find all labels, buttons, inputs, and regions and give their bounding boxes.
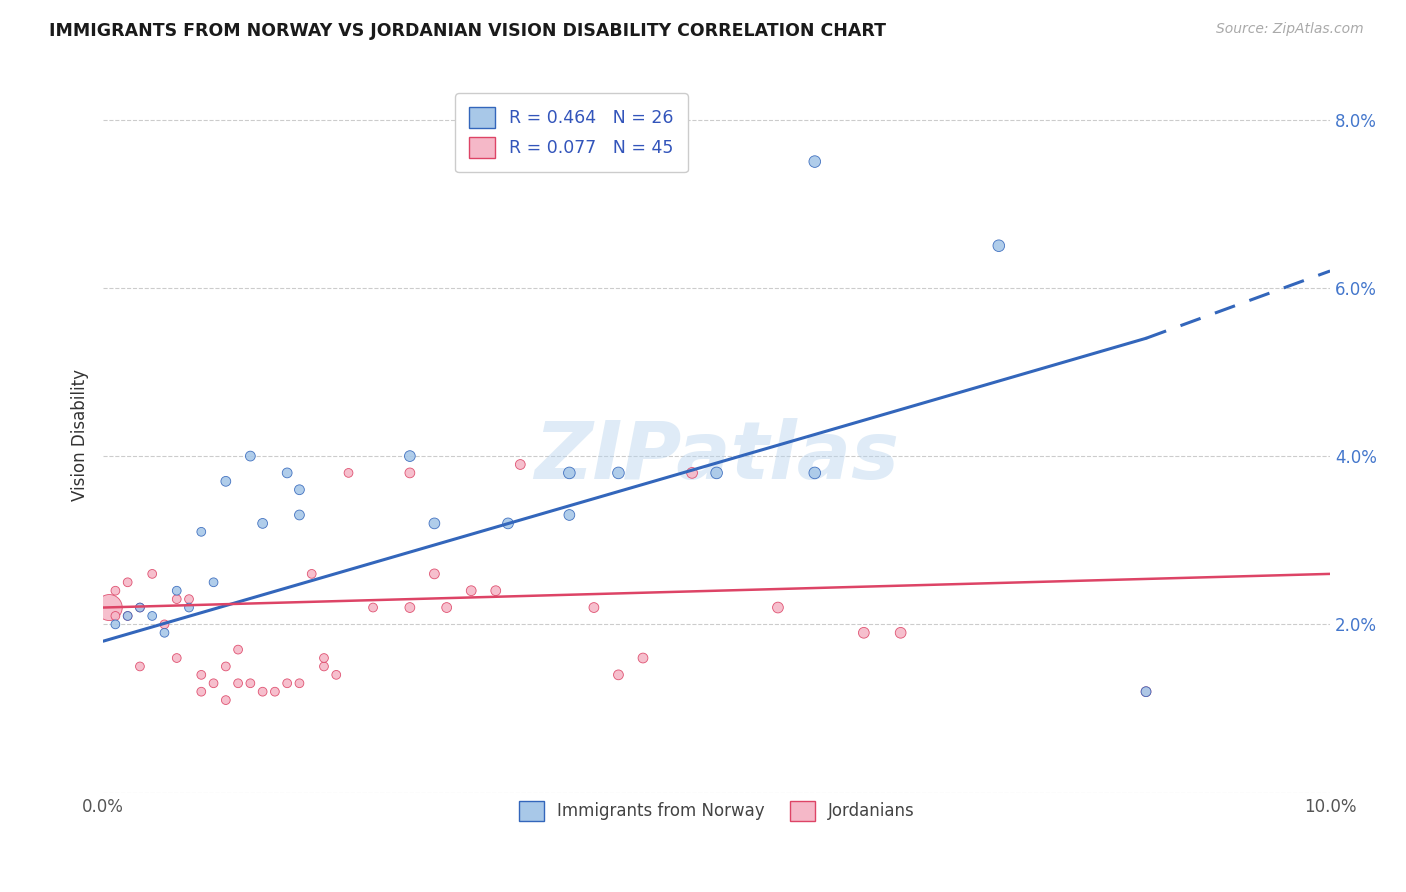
Point (104, 609, 127, 624)
Point (288, 676, 311, 690)
Point (104, 583, 127, 598)
Point (890, 625, 912, 640)
Point (226, 676, 249, 690)
Point (129, 600, 152, 615)
Point (337, 466, 360, 480)
Point (485, 583, 508, 598)
Point (153, 625, 176, 640)
Y-axis label: Vision Disability: Vision Disability (72, 369, 89, 501)
Point (190, 524, 212, 539)
Point (117, 609, 139, 624)
Point (558, 466, 581, 480)
Point (239, 676, 262, 690)
Point (166, 592, 188, 607)
Point (276, 466, 298, 480)
Point (301, 566, 323, 581)
Point (852, 625, 875, 640)
Point (166, 583, 188, 598)
Point (1135, 684, 1157, 698)
Text: IMMIGRANTS FROM NORWAY VS JORDANIAN VISION DISABILITY CORRELATION CHART: IMMIGRANTS FROM NORWAY VS JORDANIAN VISI… (49, 22, 886, 40)
Point (141, 609, 163, 624)
Point (803, 154, 825, 169)
Point (288, 483, 311, 497)
Point (190, 684, 212, 698)
Point (202, 676, 225, 690)
Point (607, 466, 630, 480)
Point (117, 575, 139, 590)
Point (177, 600, 200, 615)
Point (117, 609, 139, 624)
Point (361, 600, 384, 615)
Point (631, 651, 654, 665)
Point (215, 475, 238, 489)
Point (399, 449, 422, 463)
Point (312, 659, 335, 673)
Point (288, 508, 311, 522)
Point (215, 693, 238, 707)
Point (264, 684, 287, 698)
Point (803, 466, 825, 480)
Point (607, 668, 630, 682)
Point (706, 466, 728, 480)
Point (104, 617, 127, 632)
Point (129, 600, 152, 615)
Point (582, 600, 605, 615)
Point (239, 449, 262, 463)
Point (276, 676, 298, 690)
Point (166, 651, 188, 665)
Point (226, 642, 249, 657)
Point (252, 516, 274, 531)
Point (496, 516, 519, 531)
Point (1135, 684, 1157, 698)
Point (460, 583, 482, 598)
Point (98, 600, 121, 615)
Point (423, 516, 446, 531)
Point (215, 659, 238, 673)
Point (987, 238, 1010, 252)
Point (312, 651, 335, 665)
Text: ZIPatlas: ZIPatlas (534, 417, 898, 495)
Point (153, 617, 176, 632)
Point (141, 566, 163, 581)
Point (436, 600, 458, 615)
Point (681, 466, 703, 480)
Point (766, 600, 789, 615)
Point (202, 575, 225, 590)
Point (190, 668, 212, 682)
Point (509, 458, 531, 472)
Point (252, 684, 274, 698)
Point (177, 592, 200, 607)
Point (423, 566, 446, 581)
Point (129, 659, 152, 673)
Point (399, 600, 422, 615)
Legend: Immigrants from Norway, Jordanians: Immigrants from Norway, Jordanians (505, 788, 928, 834)
Point (325, 668, 347, 682)
Point (399, 466, 422, 480)
Point (558, 508, 581, 522)
Text: Source: ZipAtlas.com: Source: ZipAtlas.com (1216, 22, 1364, 37)
